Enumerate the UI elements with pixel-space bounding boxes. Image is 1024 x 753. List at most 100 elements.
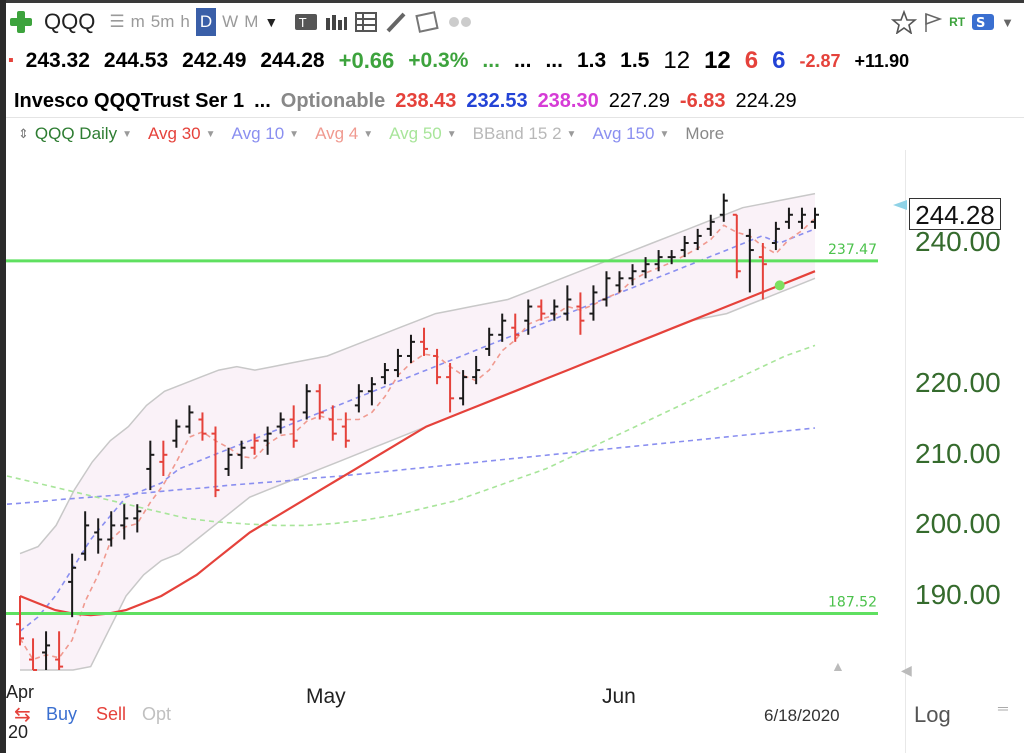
quote-row: ▪ 243.32 244.53 242.49 244.28 +0.66 +0.3… bbox=[8, 44, 923, 78]
indicator-label: Avg 150 bbox=[592, 124, 655, 143]
info-row: Invesco QQQTrust Ser 1 ... Optionable 23… bbox=[14, 86, 807, 116]
add-symbol-icon[interactable] bbox=[8, 9, 34, 35]
bottom-bar: ⇆ Buy Sell Opt 6/18/2020 Log ═ ▲ ◀ bbox=[8, 658, 1018, 740]
opt-link[interactable]: Opt bbox=[142, 704, 172, 724]
indicator-avg10[interactable]: Avg 10 ▼ bbox=[232, 124, 300, 144]
five-minute-button[interactable]: 5m bbox=[150, 12, 175, 31]
settings-s-icon[interactable]: S bbox=[971, 8, 995, 36]
symbol-field[interactable]: QQQ bbox=[44, 9, 96, 34]
ohlc-bar bbox=[693, 228, 702, 251]
ohlc-bar bbox=[354, 384, 363, 413]
daily-button[interactable]: D bbox=[195, 8, 217, 36]
ohlc-bar bbox=[576, 292, 585, 335]
scroll-left-icon[interactable]: ◀ bbox=[901, 662, 912, 678]
log-toggle[interactable]: Log bbox=[914, 702, 951, 727]
indicator-avg4[interactable]: Avg 4 ▼ bbox=[315, 124, 373, 144]
ohlc-bar bbox=[185, 405, 194, 434]
price-plain: 227.29 bbox=[608, 89, 670, 112]
grid-table-icon[interactable] bbox=[354, 8, 378, 36]
indicator-avg30[interactable]: Avg 30 ▼ bbox=[148, 124, 216, 144]
text-tool-icon[interactable]: T bbox=[294, 8, 318, 36]
y-tick-label: 210.00 bbox=[915, 437, 1001, 469]
ohlc-bar bbox=[719, 193, 728, 222]
info-dots: ... bbox=[254, 89, 271, 112]
x-label-jun: Jun bbox=[602, 685, 636, 708]
bar-chart-icon[interactable] bbox=[324, 8, 348, 36]
ohlc-bar bbox=[550, 299, 559, 321]
avg30-marker bbox=[774, 280, 785, 291]
ohlc-bar bbox=[94, 518, 103, 554]
hline-label-0: 237.47 bbox=[828, 242, 877, 258]
indicator-avg50[interactable]: Avg 50 ▼ bbox=[389, 124, 457, 144]
trade-icon[interactable]: ⇆ bbox=[14, 704, 31, 726]
list-icon[interactable]: ☰ bbox=[109, 12, 125, 31]
indicator-more[interactable]: More bbox=[685, 124, 724, 144]
ohlc-bar bbox=[472, 355, 481, 385]
indicator-label: Avg 4 bbox=[315, 124, 359, 143]
ohlc-bar bbox=[485, 327, 494, 356]
monthly-button[interactable]: M bbox=[244, 12, 259, 31]
ohlc-bar bbox=[107, 511, 116, 547]
hourly-button[interactable]: h bbox=[180, 12, 190, 31]
ohlc-bar bbox=[315, 384, 324, 420]
ohlc-bar bbox=[133, 504, 142, 533]
weekly-button[interactable]: W bbox=[222, 12, 239, 31]
indicator-label: Avg 10 bbox=[231, 124, 285, 143]
realtime-icon[interactable]: RT bbox=[949, 15, 966, 29]
sort-arrows-icon[interactable]: ⇕ bbox=[18, 126, 29, 141]
hline-label-1: 187.52 bbox=[828, 595, 877, 611]
favorite-star-icon[interactable] bbox=[891, 8, 918, 36]
ohlc-bar bbox=[42, 631, 51, 670]
y-tick-label: 220.00 bbox=[915, 367, 1001, 399]
optionable-label[interactable]: Optionable bbox=[280, 89, 386, 112]
ohlc-bar bbox=[302, 384, 311, 420]
price-change-red: -6.83 bbox=[679, 89, 726, 112]
scale-toggle-icon[interactable]: ═ bbox=[998, 700, 1008, 716]
alert-flag-icon[interactable] bbox=[923, 8, 943, 36]
ohlc-bar bbox=[433, 348, 442, 385]
period-dropdown-icon[interactable]: ▼ bbox=[264, 14, 279, 30]
caret-icon: ▼ bbox=[122, 128, 132, 140]
quote-marker: ▪ bbox=[8, 52, 14, 69]
ohlc-bar bbox=[797, 207, 806, 229]
indicator-label: QQQ Daily bbox=[34, 124, 118, 143]
avg30-line bbox=[19, 270, 816, 617]
indicator-bband[interactable]: BBand 15 2 ▼ bbox=[473, 124, 577, 144]
minute-button[interactable]: m bbox=[130, 12, 145, 31]
indicator-qqq-daily[interactable]: QQQ Daily ▼ bbox=[35, 124, 132, 144]
y-tick-label: 240.00 bbox=[915, 226, 1001, 257]
header-separator bbox=[6, 117, 1024, 118]
ohlc-bar bbox=[459, 370, 468, 406]
ohlc-bar bbox=[732, 213, 741, 279]
window-left-border bbox=[0, 0, 6, 753]
svg-text:T: T bbox=[298, 16, 307, 30]
ohlc-bar bbox=[250, 433, 259, 455]
ohlc-bar bbox=[784, 207, 793, 229]
ohlc-bar bbox=[328, 405, 337, 441]
pencil-icon[interactable] bbox=[384, 8, 408, 36]
ohlc-bar bbox=[68, 553, 77, 618]
sell-link[interactable]: Sell bbox=[96, 704, 127, 724]
buy-link[interactable]: Buy bbox=[46, 704, 78, 724]
menu-dropdown-icon[interactable]: ▼ bbox=[1001, 14, 1014, 30]
ohlc-bar bbox=[55, 631, 64, 670]
ohlc-bar bbox=[393, 348, 402, 378]
ohlc-bar bbox=[615, 271, 624, 293]
link-icon[interactable] bbox=[446, 8, 474, 36]
ohlc-bar bbox=[380, 363, 389, 385]
price-blue: 232.53 bbox=[466, 89, 528, 112]
chart-toolbar: QQQ ☰ m 5m h D W M ▼ T RT S ▼ bbox=[8, 4, 1020, 40]
avg50-line bbox=[6, 344, 816, 527]
ohlc-bar bbox=[29, 638, 38, 671]
svg-text:S: S bbox=[976, 16, 985, 31]
indicator-avg150[interactable]: Avg 150 ▼ bbox=[592, 124, 669, 144]
ohlc-bar bbox=[563, 285, 572, 321]
ohlc-bars bbox=[16, 193, 819, 671]
caret-icon: ▼ bbox=[566, 128, 577, 140]
price-magenta: 238.30 bbox=[537, 89, 599, 112]
price-red: 238.43 bbox=[395, 89, 457, 112]
indicator-label: Avg 50 bbox=[389, 124, 442, 143]
scroll-up-icon[interactable]: ▲ bbox=[831, 658, 845, 674]
notes-icon[interactable] bbox=[414, 8, 440, 36]
ohlc-bar bbox=[654, 250, 663, 272]
